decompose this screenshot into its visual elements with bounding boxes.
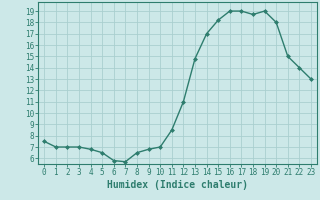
X-axis label: Humidex (Indice chaleur): Humidex (Indice chaleur) bbox=[107, 180, 248, 190]
